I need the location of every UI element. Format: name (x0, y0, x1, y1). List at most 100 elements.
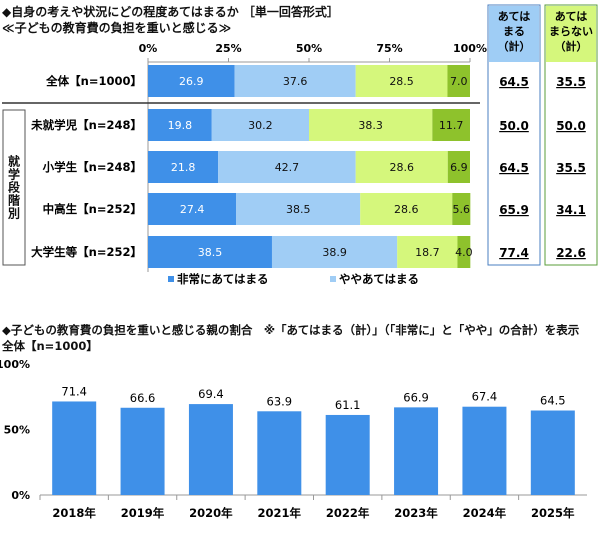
x-tick-label: 50% (296, 42, 322, 55)
data-label: 42.7 (275, 161, 300, 174)
data-label: 30.2 (248, 119, 273, 132)
bar (530, 410, 575, 495)
bar-segment (148, 236, 272, 268)
bar-segment (309, 109, 433, 141)
summary-header: あては (555, 10, 588, 23)
chart1-title: ◆自身の考えや状況にどの程度あてはまるか ［単一回答形式］ (2, 5, 339, 19)
summary-header: （計） (555, 39, 588, 53)
bar-segment (457, 236, 471, 268)
data-label: 28.5 (389, 75, 414, 88)
legend-swatch (330, 276, 336, 282)
x-tick-label: 2023年 (394, 506, 438, 520)
data-label: 38.3 (358, 119, 383, 132)
stacked-bar-chart: 0% 25% 50% 75% 100% 全体【n=1000】 26.9 37.6 28.5 7.0… (2, 4, 598, 290)
data-label: 38.9 (322, 246, 347, 259)
x-tick-label: 2025年 (531, 506, 575, 520)
legend-label: 全くあてはまらない (338, 289, 442, 290)
bar-segment (355, 65, 448, 97)
summary-header: まらない (549, 25, 593, 38)
data-label: 6.9 (450, 161, 468, 174)
category-label: 中高生【n=252】 (43, 202, 142, 216)
x-tick-label: 2021年 (258, 506, 302, 520)
bar-segment (211, 109, 309, 141)
summary-value: 64.5 (499, 161, 529, 175)
data-label: 28.6 (389, 161, 414, 174)
y-tick-label: 0% (11, 489, 30, 502)
bar-segment (432, 109, 470, 141)
data-label: 4.0 (455, 246, 473, 259)
data-label: 71.4 (61, 384, 87, 398)
category-label: 小学生【n=248】 (42, 160, 142, 174)
data-label: 11.7 (439, 119, 464, 132)
summary-value: 50.0 (499, 119, 529, 133)
bar (325, 414, 370, 495)
data-label: 7.0 (450, 75, 468, 88)
bar (394, 407, 439, 495)
data-label: 26.9 (179, 75, 204, 88)
bar-segment (234, 65, 356, 97)
x-tick-label: 2022年 (326, 506, 370, 520)
data-label: 19.8 (168, 119, 193, 132)
bar-segment (148, 109, 212, 141)
data-label: 38.5 (198, 246, 223, 259)
chart1-subtitle: ≪子どもの教育費の負担を重いと感じる≫ (2, 21, 232, 35)
legend-label: あまりあてはまらない (177, 289, 292, 290)
bar-segment (397, 236, 458, 268)
summary-value: 22.6 (556, 246, 586, 260)
x-tick-label: 2018年 (52, 506, 96, 520)
bar-segment (148, 65, 235, 97)
category-label: 未就学児【n=248】 (30, 118, 142, 132)
x-tick-label: 0% (139, 42, 158, 55)
data-label: 27.4 (180, 203, 205, 216)
bar (120, 407, 165, 495)
summary-value: 34.1 (556, 203, 586, 217)
data-label: 66.6 (130, 391, 156, 405)
data-label: 63.9 (267, 394, 293, 408)
x-tick-label: 100% (453, 42, 487, 55)
x-tick-label: 2024年 (463, 506, 507, 520)
summary-value: 35.5 (556, 75, 586, 89)
bar-segment (355, 151, 448, 183)
summary-value: 77.4 (499, 246, 529, 260)
y-tick-label: 100% (0, 358, 30, 371)
data-label: 66.9 (403, 390, 429, 404)
bar-segment (236, 193, 361, 225)
chart2-title: ◆子どもの教育費の負担を重いと感じる親の割合 ※「あてはまる（計）」（「非常に」… (2, 323, 580, 337)
y-tick-label: 50% (4, 424, 30, 437)
summary-header: まる (503, 25, 525, 38)
data-label: 67.4 (472, 390, 498, 404)
bar-segment (218, 151, 356, 183)
data-label: 18.7 (415, 246, 440, 259)
x-tick-label: 25% (215, 42, 241, 55)
x-tick-label: 2019年 (121, 506, 165, 520)
summary-value: 50.0 (556, 119, 586, 133)
legend-swatch (168, 276, 174, 282)
x-tick-label: 75% (376, 42, 402, 55)
category-label: 全体【n=1000】 (45, 74, 142, 88)
data-label: 64.5 (540, 394, 566, 408)
data-label: 37.6 (283, 75, 308, 88)
data-label: 5.6 (453, 203, 471, 216)
group-label-box (2, 109, 26, 266)
bar (462, 406, 507, 495)
data-label: 61.1 (335, 398, 361, 412)
yearly-bar-chart: 100% 50% 0% 71.4 2018年 66.6 2019年 69.4 2020年 63.9… (0, 358, 587, 520)
bar (188, 404, 233, 495)
bar-segment (447, 151, 470, 183)
chart2-subtitle: 全体【n=1000】 (2, 339, 98, 353)
category-label: 大学生等【n=252】 (31, 245, 142, 259)
group-label: 就学段階別 (6, 155, 21, 220)
data-label: 28.6 (394, 203, 419, 216)
summary-header-bg (546, 6, 596, 62)
x-tick-label: 2020年 (189, 506, 233, 520)
data-label: 69.4 (198, 387, 224, 401)
legend-label: ややあてはまる (339, 272, 419, 286)
data-label: 38.5 (286, 203, 311, 216)
bar-segment (447, 65, 470, 97)
bar-segment (360, 193, 453, 225)
data-label: 21.8 (171, 161, 196, 174)
summary-value: 35.5 (556, 161, 586, 175)
summary-header: あては (498, 10, 531, 23)
summary-value: 65.9 (499, 203, 529, 217)
